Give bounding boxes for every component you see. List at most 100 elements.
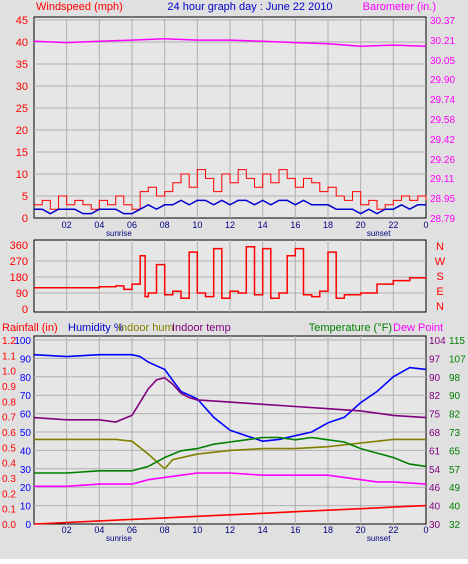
temp-outer-y-tick-7: 90 xyxy=(449,391,461,402)
baro-y-tick-6: 29.74 xyxy=(430,95,455,106)
temp-outer-y-tick-3: 57 xyxy=(449,465,461,476)
wind-x-tick-20: 20 xyxy=(356,220,366,230)
chart-panels: 0 5 10 15 20 25 30 35 40 45 28.79 28.95 29.11 29.26 29… xyxy=(2,15,466,543)
baro-y-tick-9: 30.21 xyxy=(430,36,455,47)
hum-y-tick-10: 100 xyxy=(14,336,31,347)
hum-y-tick-2: 20 xyxy=(20,483,32,494)
climate-x-tick-0: 0 xyxy=(423,525,428,535)
baro-y-tick-5: 29.58 xyxy=(430,115,455,126)
temp-inner-y-tick-8: 90 xyxy=(429,373,441,384)
series-humidity xyxy=(33,353,427,443)
climate-x-tick-18: 18 xyxy=(323,525,333,535)
temp-outer-y-tick-10: 115 xyxy=(449,336,465,347)
temp-outer-y-tick-5: 73 xyxy=(449,428,461,439)
temp-inner-y-tick-5: 68 xyxy=(429,428,441,439)
temp-outer-y-tick-9: 107 xyxy=(449,354,466,365)
climate-sunset-label: sunset xyxy=(367,534,391,543)
series-wind-direction xyxy=(34,246,427,300)
baro-y-tick-2: 29.11 xyxy=(430,174,455,185)
temp-inner-y-tick-7: 82 xyxy=(429,391,441,402)
climate-x-tick-20: 20 xyxy=(356,525,366,535)
temp-inner-y-tick-0: 30 xyxy=(429,520,441,531)
temp-outer-y-tick-8: 98 xyxy=(449,373,461,384)
baro-y-tick-4: 29.42 xyxy=(430,135,455,146)
rainfall-axis-title: Rainfall (in) xyxy=(2,322,58,334)
hum-y-tick-5: 50 xyxy=(20,428,32,439)
temp-outer-y-tick-0: 32 xyxy=(449,520,461,531)
chart-title: 24 hour graph day : June 22 2010 xyxy=(167,1,332,13)
rain-y-tick-6: 0.6 xyxy=(2,428,16,439)
climate-sunrise-label: sunrise xyxy=(106,534,132,543)
series-indoor-temp xyxy=(33,376,427,423)
climate-x-tick-12: 12 xyxy=(225,525,235,535)
series-wind-average xyxy=(34,199,426,215)
temp-outer-y-tick-1: 40 xyxy=(449,502,461,513)
series-temperature xyxy=(34,436,427,474)
dir-compass-2: S xyxy=(436,271,443,283)
rain-y-tick-2: 0.2 xyxy=(2,489,16,500)
wind-x-tick-02: 02 xyxy=(62,220,72,230)
baro-y-tick-8: 30.05 xyxy=(430,56,455,67)
temp-inner-y-tick-10: 104 xyxy=(429,336,446,347)
legend-indoor-hum: Indoor hum xyxy=(118,322,174,334)
temp-inner-y-tick-4: 61 xyxy=(429,446,441,457)
wind-x-tick-18: 18 xyxy=(323,220,333,230)
wind-y-tick-20: 20 xyxy=(16,125,28,137)
hum-y-tick-1: 10 xyxy=(20,502,32,513)
rain-y-tick-11: 1.1 xyxy=(2,351,16,362)
barometer-axis-title: Barometer (in.) xyxy=(363,1,436,13)
temp-inner-y-tick-6: 75 xyxy=(429,410,441,421)
dir-compass-1: W xyxy=(435,256,446,268)
rain-y-tick-4: 0.4 xyxy=(2,459,16,470)
dir-y-tick-90: 90 xyxy=(16,288,28,300)
baro-y-tick-0: 28.79 xyxy=(430,214,455,225)
wind-sunset-label: sunset xyxy=(367,229,391,238)
wind-x-tick-04: 04 xyxy=(94,220,104,230)
rain-y-tick-7: 0.7 xyxy=(2,413,16,424)
rain-y-tick-10: 1.0 xyxy=(2,367,16,378)
wind-x-tick-08: 08 xyxy=(160,220,170,230)
temp-inner-y-tick-9: 97 xyxy=(429,354,441,365)
wind-sunrise-label: sunrise xyxy=(106,229,132,238)
hum-y-tick-4: 40 xyxy=(20,446,32,457)
rain-y-tick-8: 0.8 xyxy=(2,397,16,408)
dir-y-tick-0: 0 xyxy=(22,304,28,316)
temp-outer-y-tick-2: 49 xyxy=(449,483,461,494)
wind-y-tick-40: 40 xyxy=(16,37,28,49)
wind-x-tick-14: 14 xyxy=(258,220,268,230)
hum-y-tick-7: 70 xyxy=(20,391,32,402)
legend-dew-point: Dew Point xyxy=(393,322,443,334)
series-indoor-hum xyxy=(34,438,426,470)
dir-y-tick-180: 180 xyxy=(10,272,28,284)
wind-y-tick-35: 35 xyxy=(16,59,28,71)
dir-compass-3: E xyxy=(436,286,443,298)
rain-y-tick-12: 1.2 xyxy=(2,336,16,347)
wind-y-tick-10: 10 xyxy=(16,169,28,181)
temp-outer-y-tick-4: 65 xyxy=(449,446,461,457)
baro-y-tick-10: 30.37 xyxy=(430,16,455,27)
wind-x-tick-10: 10 xyxy=(192,220,202,230)
temp-inner-y-tick-3: 54 xyxy=(429,465,441,476)
wind-x-tick-12: 12 xyxy=(225,220,235,230)
wind-x-tick-06: 06 xyxy=(127,220,137,230)
legend-humidity: Humidity % xyxy=(68,322,124,334)
climate-x-tick-08: 08 xyxy=(160,525,170,535)
dir-compass-4: N xyxy=(436,301,444,313)
climate-x-tick-06: 06 xyxy=(127,525,137,535)
rain-y-tick-1: 0.1 xyxy=(2,505,16,516)
series-barometer xyxy=(33,38,427,48)
dir-compass-0: N xyxy=(436,241,444,253)
series-rainfall xyxy=(33,504,427,525)
hum-y-tick-3: 30 xyxy=(20,465,32,476)
climate-x-tick-02: 02 xyxy=(62,525,72,535)
rain-y-tick-0: 0.0 xyxy=(2,520,16,531)
rain-y-tick-5: 0.5 xyxy=(2,443,16,454)
baro-y-tick-7: 29.90 xyxy=(430,75,455,86)
wind-x-tick-0: 0 xyxy=(423,220,428,230)
wind-y-tick-15: 15 xyxy=(16,147,28,159)
baro-y-tick-3: 29.26 xyxy=(430,155,455,166)
series-windspeed xyxy=(34,169,427,210)
temperature-axis-title: Temperature (°F) xyxy=(309,322,392,334)
